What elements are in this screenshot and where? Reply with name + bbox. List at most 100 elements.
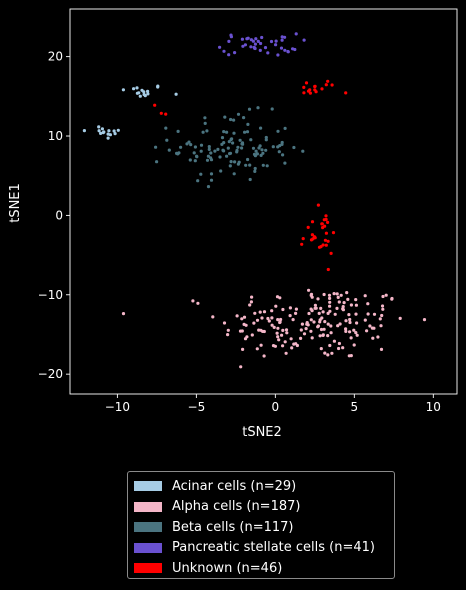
- scatter-point: [370, 326, 374, 330]
- scatter-point: [121, 312, 126, 316]
- scatter-point: [302, 332, 307, 336]
- scatter-point: [259, 153, 263, 157]
- scatter-point: [294, 311, 298, 315]
- scatter-point: [390, 297, 394, 301]
- legend: Acinar cells (n=29) Alpha cells (n=187) …: [127, 471, 395, 579]
- scatter-point: [319, 347, 323, 351]
- scatter-point: [113, 132, 117, 136]
- scatter-point: [313, 303, 317, 307]
- scatter-point: [228, 164, 232, 168]
- scatter-point: [249, 38, 253, 42]
- scatter-point: [253, 42, 257, 46]
- scatter-point: [193, 145, 197, 149]
- plot-frame: [69, 8, 458, 395]
- scatter-point: [222, 149, 226, 153]
- scatter-point: [154, 145, 158, 149]
- scatter-point: [199, 172, 203, 176]
- scatter-point: [329, 251, 333, 255]
- scatter-point: [155, 160, 159, 164]
- scatter-point: [199, 143, 204, 147]
- scatter-point: [293, 47, 297, 52]
- scatter-point: [274, 43, 278, 47]
- x-tick-label: 5: [351, 400, 359, 414]
- x-tick-label: −10: [105, 400, 130, 414]
- scatter-point: [201, 130, 205, 134]
- scatter-point: [274, 304, 278, 308]
- scatter-point: [236, 112, 241, 116]
- scatter-point: [341, 308, 345, 312]
- scatter-point: [175, 151, 179, 155]
- scatter-point: [309, 329, 313, 333]
- scatter-point: [187, 140, 191, 144]
- scatter-point: [272, 325, 276, 329]
- scatter-point: [323, 351, 327, 355]
- scatter-point: [281, 307, 285, 312]
- scatter-point: [313, 306, 317, 310]
- scatter-point: [281, 328, 285, 332]
- scatter-points: [82, 32, 427, 369]
- scatter-point: [283, 340, 287, 344]
- scatter-point: [379, 347, 384, 351]
- scatter-point: [205, 129, 209, 133]
- scatter-point: [306, 225, 310, 229]
- scatter-point: [276, 335, 280, 339]
- scatter-point: [266, 316, 270, 321]
- scatter-point: [193, 159, 197, 163]
- scatter-point: [280, 142, 284, 146]
- scatter-point: [309, 238, 314, 242]
- scatter-point: [363, 318, 367, 322]
- scatter-point: [328, 300, 332, 304]
- scatter-point: [262, 329, 266, 334]
- scatter-point: [265, 164, 269, 168]
- scatter-point: [310, 233, 314, 237]
- scatter-point: [398, 316, 402, 320]
- scatter-point: [276, 318, 280, 322]
- scatter-point: [112, 129, 116, 133]
- scatter-point: [320, 316, 324, 320]
- scatter-point: [140, 88, 144, 92]
- scatter-point: [302, 38, 306, 42]
- scatter-point: [337, 346, 341, 351]
- scatter-point: [179, 145, 183, 149]
- legend-swatch-acinar: [134, 481, 162, 492]
- legend-swatch-unknown: [134, 563, 162, 574]
- scatter-point: [255, 152, 259, 156]
- scatter-point: [332, 339, 336, 343]
- scatter-point: [276, 145, 280, 149]
- scatter-point: [319, 327, 324, 332]
- scatter-point: [307, 311, 311, 316]
- scatter-point: [259, 41, 263, 46]
- scatter-point: [323, 224, 327, 228]
- scatter-point: [345, 291, 349, 295]
- scatter-point: [203, 121, 207, 125]
- scatter-point: [225, 130, 229, 134]
- scatter-point: [336, 295, 340, 299]
- scatter-point: [207, 147, 211, 151]
- scatter-point: [318, 334, 322, 338]
- scatter-point: [274, 39, 278, 43]
- scatter-point: [246, 36, 250, 40]
- scatter-point: [250, 295, 254, 299]
- scatter-point: [239, 365, 243, 369]
- scatter-point: [324, 231, 328, 235]
- scatter-point: [246, 157, 250, 162]
- scatter-point: [277, 150, 281, 154]
- scatter-point: [328, 296, 332, 300]
- scatter-point: [259, 126, 263, 130]
- scatter-point: [316, 203, 320, 207]
- scatter-point: [284, 328, 289, 332]
- scatter-point: [328, 304, 332, 308]
- scatter-point: [260, 316, 264, 320]
- scatter-point: [189, 143, 193, 147]
- scatter-point: [270, 107, 274, 111]
- scatter-point: [232, 131, 236, 135]
- scatter-point: [384, 293, 388, 297]
- scatter-point: [346, 297, 350, 301]
- scatter-point: [366, 312, 370, 316]
- scatter-point: [253, 169, 257, 173]
- scatter-point: [270, 323, 274, 327]
- scatter-point: [280, 38, 284, 42]
- scatter-point: [250, 333, 254, 337]
- scatter-point: [206, 154, 210, 158]
- scatter-point: [218, 45, 222, 49]
